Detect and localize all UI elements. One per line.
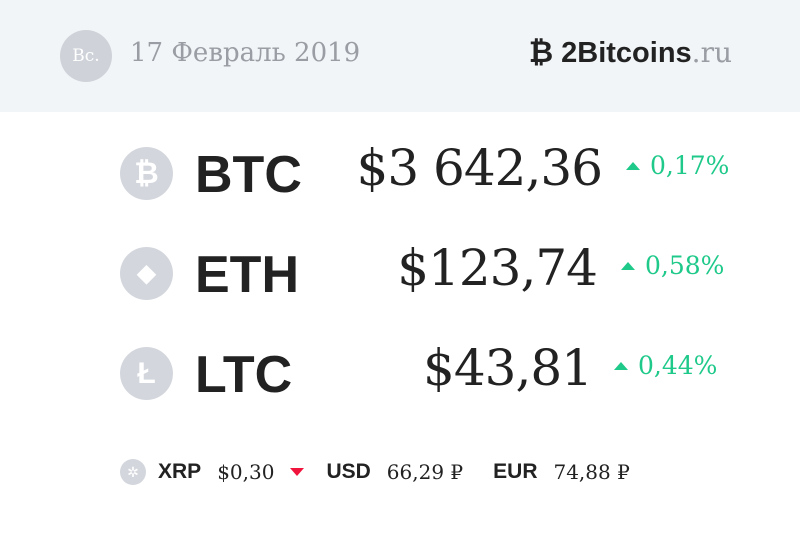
xrp-value: $0,30 (217, 460, 275, 484)
change-value: 0,58% (645, 251, 725, 280)
arrow-up-icon (621, 261, 635, 270)
arrow-up-icon (614, 361, 628, 370)
xrp-ticker: XRP (158, 460, 202, 483)
bitcoin-icon: ₿ (120, 147, 173, 200)
change-value: 0,44% (638, 351, 718, 380)
litecoin-icon: Ł (120, 347, 173, 400)
bitcoin-logo-icon: ₿ (528, 36, 554, 69)
coin-price: $43,81 (423, 339, 593, 397)
ripple-icon: ✲ (120, 459, 146, 485)
logo[interactable]: ₿ 2Bitcoins .ru (529, 36, 732, 70)
coin-ticker: BTC (195, 146, 302, 204)
coin-change: 0,58% (621, 251, 724, 280)
header: Вс. 17 Февраль 2019 ₿ 2Bitcoins .ru (0, 0, 800, 112)
ethereum-icon: ◆ (120, 247, 173, 300)
secondary-rates: ✲ XRP $0,30 USD 66,29 ₽ EUR 74,88 ₽ (120, 458, 646, 486)
coin-row-eth: ◆ ETH $123,74 0,58% (0, 239, 800, 304)
coin-price: $3 642,36 (356, 139, 603, 197)
eur-value: 74,88 ₽ (553, 460, 630, 484)
eur-ticker: EUR (493, 460, 538, 483)
weekday-badge: Вс. (60, 30, 112, 82)
coin-row-btc: ₿ BTC $3 642,36 0,17% (0, 139, 800, 204)
arrow-up-icon (626, 161, 640, 170)
coin-change: 0,44% (614, 351, 717, 380)
usd-value: 66,29 ₽ (386, 460, 464, 484)
coin-change: 0,17% (626, 151, 729, 180)
coin-ticker: ETH (195, 246, 299, 304)
coin-ticker: LTC (195, 346, 293, 404)
change-value: 0,17% (650, 151, 730, 180)
coin-row-ltc: Ł LTC $43,81 0,44% (0, 339, 800, 404)
date-label: 17 Февраль 2019 (130, 38, 361, 68)
arrow-down-icon (290, 468, 305, 476)
logo-name: 2Bitcoins (561, 37, 692, 69)
usd-ticker: USD (326, 460, 371, 483)
coin-price: $123,74 (397, 239, 598, 297)
logo-tld: .ru (691, 36, 732, 69)
